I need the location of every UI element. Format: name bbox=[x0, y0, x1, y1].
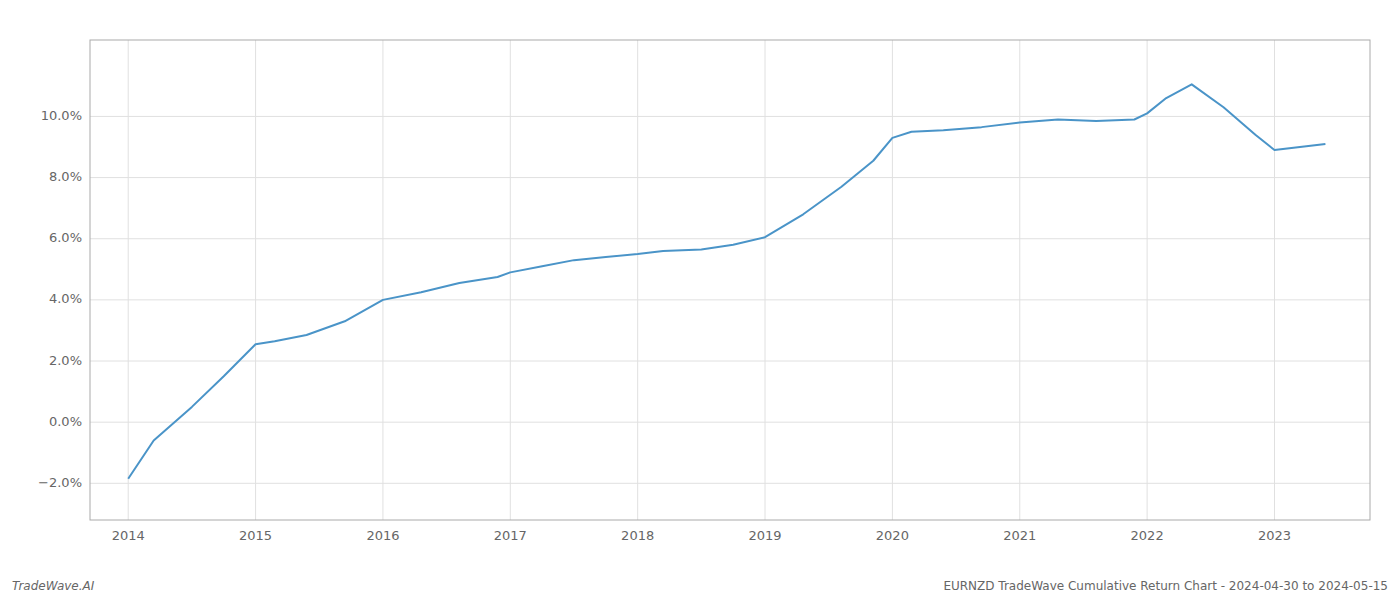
y-grid-line bbox=[90, 116, 1370, 117]
x-tick-label: 2023 bbox=[1258, 528, 1291, 543]
y-grid-line bbox=[90, 177, 1370, 178]
x-grid-line bbox=[1019, 40, 1020, 520]
x-grid-line bbox=[128, 40, 129, 520]
axes: −2.0% 0.0% 2.0% 4.0% 6.0% 8.0% 10.0% 2014 2015 20… bbox=[38, 40, 1370, 543]
plot-frame bbox=[90, 40, 1370, 520]
y-tick-label: 0.0% bbox=[49, 414, 82, 429]
y-grid-line bbox=[90, 422, 1370, 423]
x-tick-label: 2019 bbox=[748, 528, 781, 543]
footer-right: EURNZD TradeWave Cumulative Return Chart… bbox=[943, 579, 1388, 593]
y-tick-label: 8.0% bbox=[49, 169, 82, 184]
x-tick-label: 2022 bbox=[1131, 528, 1164, 543]
x-tick-label: 2021 bbox=[1003, 528, 1036, 543]
x-tick-label: 2015 bbox=[239, 528, 272, 543]
chart: −2.0% 0.0% 2.0% 4.0% 6.0% 8.0% 10.0% 2014 2015 20… bbox=[0, 0, 1400, 600]
y-grid-line bbox=[90, 361, 1370, 362]
x-grid-line bbox=[382, 40, 383, 520]
y-grid-line bbox=[90, 299, 1370, 300]
y-tick-label: 2.0% bbox=[49, 353, 82, 368]
y-tick-label: 10.0% bbox=[41, 108, 82, 123]
y-tick-label: 6.0% bbox=[49, 230, 82, 245]
y-tick-label: −2.0% bbox=[38, 475, 82, 490]
grid bbox=[90, 40, 1370, 520]
footer-left: TradeWave.AI bbox=[12, 579, 95, 593]
x-grid-line bbox=[510, 40, 511, 520]
x-grid-line bbox=[637, 40, 638, 520]
y-grid-line bbox=[90, 483, 1370, 484]
x-grid-line bbox=[1274, 40, 1275, 520]
x-tick-label: 2020 bbox=[876, 528, 909, 543]
x-tick-label: 2018 bbox=[621, 528, 654, 543]
line bbox=[128, 84, 1325, 478]
x-tick-label: 2016 bbox=[366, 528, 399, 543]
y-grid-line bbox=[90, 238, 1370, 239]
x-grid-line bbox=[892, 40, 893, 520]
y-tick-label: 4.0% bbox=[49, 291, 82, 306]
x-grid-line bbox=[255, 40, 256, 520]
x-tick-label: 2014 bbox=[112, 528, 145, 543]
x-grid-line bbox=[765, 40, 766, 520]
x-tick-label: 2017 bbox=[494, 528, 527, 543]
data bbox=[128, 84, 1325, 478]
